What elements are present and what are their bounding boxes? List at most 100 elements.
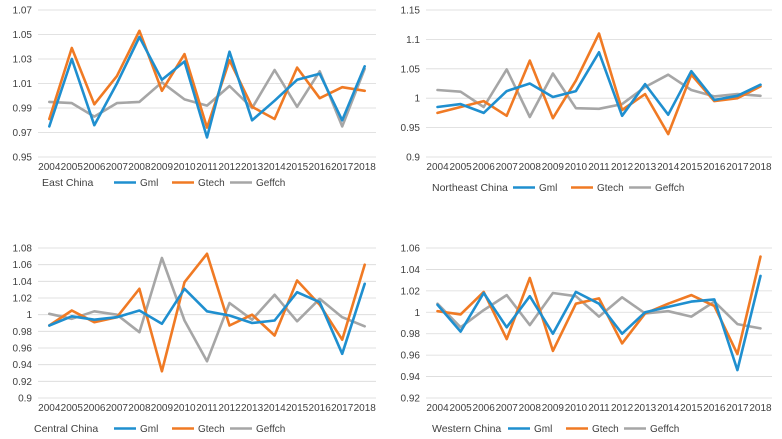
data-point-geffch <box>575 295 577 298</box>
y-tick-label: 1.04 <box>401 265 421 276</box>
legend-label: Geffch <box>655 183 684 194</box>
x-tick-label: 2012 <box>218 162 241 173</box>
y-tick-label: 1.02 <box>13 294 33 305</box>
data-point-gml <box>48 324 51 327</box>
data-point-gtech <box>505 338 508 340</box>
data-point-gml <box>71 315 73 318</box>
data-point-geffch <box>505 294 508 296</box>
data-point-gtech <box>363 90 366 92</box>
data-point-geffch <box>228 85 231 87</box>
data-point-gml <box>436 303 439 306</box>
data-point-gtech <box>713 305 716 307</box>
x-tick-label: 2009 <box>542 403 565 414</box>
data-point-gml <box>161 323 163 325</box>
data-point-geffch <box>436 89 439 91</box>
x-tick-label: 2004 <box>38 162 61 173</box>
data-point-gtech <box>206 126 208 129</box>
data-point-gtech <box>93 103 96 106</box>
series-line-gml <box>436 274 762 372</box>
y-tick-label: 1.07 <box>13 6 33 17</box>
series-line-gtech <box>47 29 367 129</box>
data-point-gml <box>48 125 51 128</box>
data-point-gml <box>598 51 600 54</box>
y-tick-label: 0.94 <box>401 372 421 383</box>
data-point-geffch <box>228 302 231 304</box>
x-tick-label: 2016 <box>309 403 332 414</box>
y-tick-label: 1.05 <box>13 30 33 41</box>
chart-panel-2: 0.9 0.92 0.94 0.96 0.98 1 1.02 1.04 1.06 1.08 2004… <box>13 244 377 436</box>
data-point-geffch <box>48 313 51 315</box>
data-point-geffch <box>552 292 554 294</box>
data-point-gml <box>621 115 623 117</box>
data-point-gml <box>759 275 762 277</box>
data-point-gtech <box>161 370 163 373</box>
data-point-gml <box>206 310 208 313</box>
x-tick-label: 2016 <box>703 403 726 414</box>
y-tick-label: 1.08 <box>13 244 33 255</box>
x-tick-label: 2006 <box>473 162 496 173</box>
x-tick-label: 2014 <box>263 162 286 173</box>
data-point-gtech <box>667 133 669 135</box>
data-point-gml <box>459 103 462 105</box>
data-point-geffch <box>93 310 96 313</box>
x-tick-label: 2010 <box>565 403 588 414</box>
data-point-gtech <box>575 302 577 305</box>
data-point-gml <box>363 65 366 68</box>
x-tick-label: 2018 <box>354 162 377 173</box>
data-point-geffch <box>505 68 508 71</box>
y-tick-label: 1.02 <box>401 286 421 297</box>
data-point-gml <box>251 119 253 122</box>
data-point-gml <box>621 332 623 335</box>
x-tick-label: 2018 <box>749 162 772 173</box>
data-point-gml <box>482 112 485 114</box>
data-point-gml <box>296 79 298 81</box>
data-point-gml <box>598 302 600 305</box>
x-tick-label: 2017 <box>726 162 749 173</box>
data-point-gml <box>138 36 141 38</box>
data-point-geffch <box>206 360 208 363</box>
data-point-gtech <box>529 277 531 279</box>
data-point-gml <box>736 95 739 97</box>
data-point-geffch <box>690 89 693 91</box>
data-point-gml <box>529 82 531 85</box>
data-point-gml <box>116 82 118 85</box>
data-point-gml <box>644 311 646 314</box>
data-point-geffch <box>318 70 321 73</box>
data-point-gtech <box>552 350 554 352</box>
x-tick-label: 2015 <box>680 403 703 414</box>
x-tick-label: 2017 <box>331 403 354 414</box>
series-line-geffch <box>47 67 367 128</box>
data-point-gtech <box>621 109 623 111</box>
x-tick-label: 2008 <box>128 162 151 173</box>
data-point-gtech <box>183 53 186 55</box>
y-tick-label: 0.96 <box>401 351 421 362</box>
legend-label: Gtech <box>592 424 619 435</box>
data-point-gml <box>93 318 96 321</box>
data-point-gml <box>644 83 646 85</box>
data-point-geffch <box>667 73 669 76</box>
data-point-geffch <box>459 326 462 329</box>
legend-label: Gtech <box>198 424 225 435</box>
x-tick-label: 2008 <box>519 403 542 414</box>
x-tick-label: 2005 <box>449 162 472 173</box>
data-point-geffch <box>529 324 531 326</box>
data-point-gtech <box>621 342 623 345</box>
y-tick-label: 1 <box>414 308 420 319</box>
data-point-gml <box>690 300 693 303</box>
data-point-geffch <box>598 107 600 110</box>
data-point-gml <box>667 306 669 308</box>
data-point-gml <box>552 96 554 98</box>
data-point-gml <box>575 291 577 293</box>
y-tick-label: 1.03 <box>13 55 33 66</box>
data-point-geffch <box>206 104 208 107</box>
legend-label: Geffch <box>256 424 285 435</box>
data-point-gml <box>318 301 321 303</box>
data-point-gtech <box>529 59 531 62</box>
data-point-geffch <box>621 296 623 299</box>
data-point-geffch <box>251 318 253 321</box>
x-tick-label: 2007 <box>106 162 129 173</box>
data-point-gml <box>529 295 531 298</box>
data-point-gtech <box>206 253 208 255</box>
data-point-gml <box>505 326 508 329</box>
